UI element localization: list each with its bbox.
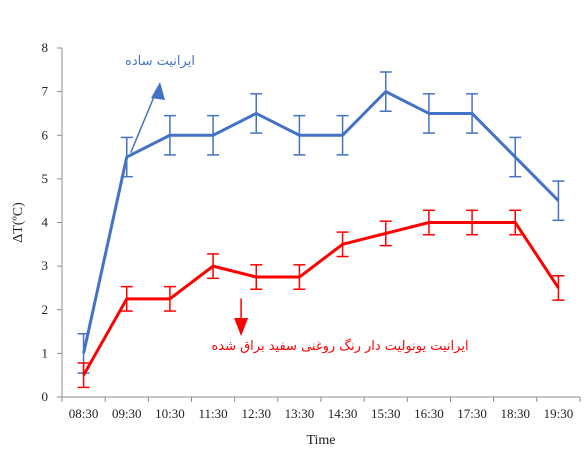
y-axis-title: ΔT(ºC)	[11, 202, 26, 243]
error-bar	[336, 114, 349, 156]
annotation-plain-iranit: ایرانیت ساده	[125, 54, 195, 153]
annotation-label: ایرانیت ساده	[125, 54, 195, 69]
x-tick-label: 15:30	[371, 406, 401, 421]
error-bar	[163, 114, 176, 156]
y-tick-label: 7	[42, 84, 49, 99]
series-line	[82, 90, 560, 354]
y-tick-label: 8	[42, 40, 49, 55]
error-bar	[163, 285, 176, 312]
y-tick-label: 3	[42, 258, 49, 273]
series-1	[77, 209, 565, 389]
error-bar	[422, 209, 435, 236]
y-tick-label: 0	[42, 389, 49, 404]
error-bar	[250, 93, 263, 134]
error-bar	[422, 93, 435, 134]
y-tick-label: 4	[42, 215, 49, 230]
x-tick-label: 13:30	[285, 406, 315, 421]
arrow-up-icon	[151, 82, 165, 100]
error-bar	[120, 136, 133, 178]
annotation-arrow-line	[130, 91, 157, 153]
x-tick-label: 14:30	[328, 406, 358, 421]
error-bar	[509, 209, 522, 236]
x-tick-label: 19:30	[544, 406, 574, 421]
arrow-down-icon	[234, 318, 249, 336]
series-line	[82, 221, 560, 376]
error-bar	[207, 114, 220, 156]
annotations-layer: ایرانیت ساده ایرانیت یونولیت دار رنگ روغن…	[125, 54, 469, 354]
x-axis-title: Time	[306, 433, 335, 448]
error-bar	[293, 114, 306, 156]
error-bar	[466, 209, 479, 236]
x-tick-label: 08:30	[69, 406, 99, 421]
error-bar	[293, 264, 306, 290]
x-axis-ticks: 08:30 09:30 10:30 11:30 12:30 13:30 14:30 15:30…	[61, 397, 581, 421]
x-tick-label: 11:30	[199, 406, 228, 421]
y-axis-ticks: 0 1 2 3 4 5 6 7 8	[42, 40, 62, 404]
error-bar	[120, 285, 133, 312]
y-tick-label: 6	[42, 127, 49, 142]
y-tick-label: 1	[42, 345, 49, 360]
series-0	[77, 71, 565, 374]
error-bar	[250, 264, 263, 290]
error-bar	[336, 231, 349, 258]
x-tick-label: 09:30	[112, 406, 142, 421]
error-bar	[552, 180, 565, 222]
x-tick-label: 17:30	[457, 406, 487, 421]
annotation-white-paint-iranit: ایرانیت یونولیت دار رنگ روغنی سفید براق …	[211, 298, 469, 354]
x-tick-label: 12:30	[241, 406, 271, 421]
error-bar	[552, 274, 565, 301]
error-bar	[379, 220, 392, 247]
annotation-label: ایرانیت یونولیت دار رنگ روغنی سفید براق …	[211, 338, 468, 354]
error-bar	[379, 71, 392, 113]
error-bar	[77, 362, 90, 389]
x-tick-label: 18:30	[500, 406, 530, 421]
x-tick-label: 16:30	[414, 406, 444, 421]
series-layer	[77, 71, 565, 389]
x-tick-label: 10:30	[155, 406, 185, 421]
y-tick-label: 5	[42, 171, 49, 186]
error-bar	[466, 93, 479, 134]
error-bar	[509, 136, 522, 178]
y-tick-label: 2	[42, 302, 49, 317]
error-bar	[207, 253, 220, 280]
